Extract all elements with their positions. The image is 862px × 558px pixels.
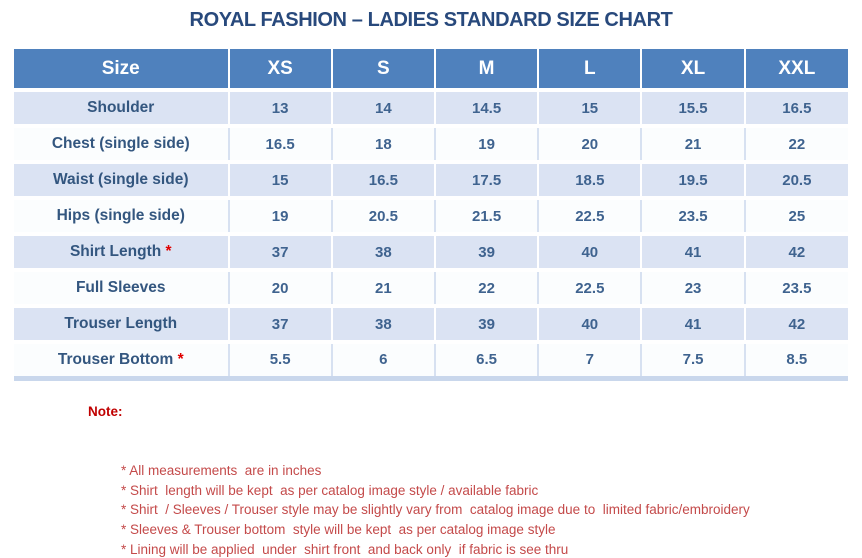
size-value-cell: 21 — [330, 268, 435, 306]
note-line: * Sleeves & Trouser bottom style will be… — [121, 522, 556, 538]
size-value-cell: 15 — [537, 88, 642, 126]
size-value-cell: 7.5 — [640, 340, 745, 381]
size-value-cell: 5.5 — [227, 340, 332, 381]
size-value-cell: 8.5 — [743, 340, 848, 381]
row-label: Hips (single side) — [14, 196, 229, 234]
size-value-cell: 15.5 — [640, 88, 745, 126]
table-row: Waist (single side) 15 16.5 17.5 18.5 19.5 20.… — [14, 160, 848, 198]
table-row: Hips (single side) 19 20.5 21.5 22.5 23.5 25 — [14, 196, 848, 234]
note-line: * Shirt length will be kept as per catal… — [121, 482, 539, 498]
column-header-xl: XL — [640, 49, 745, 90]
row-label: Shirt Length * — [14, 232, 229, 270]
size-value-cell: 14.5 — [433, 88, 539, 126]
note-items: * All measurements are in inches * Shirt … — [121, 461, 862, 558]
size-value-cell: 15 — [227, 160, 332, 198]
size-value-cell: 22.5 — [537, 268, 642, 306]
column-header-l: L — [537, 49, 642, 90]
size-value-cell: 42 — [743, 304, 848, 342]
column-header-s: S — [330, 49, 435, 90]
row-label: Chest (single side) — [14, 124, 229, 162]
column-header-xs: XS — [227, 49, 332, 90]
size-value-cell: 16.5 — [330, 160, 435, 198]
size-value-cell: 16.5 — [227, 124, 332, 162]
table-row: Shirt Length * 37 38 39 40 41 42 — [14, 232, 848, 270]
size-value-cell: 20.5 — [743, 160, 848, 198]
row-label: Shoulder — [14, 88, 229, 126]
size-value-cell: 22.5 — [537, 196, 642, 234]
size-value-cell: 6.5 — [433, 340, 539, 381]
size-value-cell: 22 — [433, 268, 539, 306]
table-row: Shoulder 13 14 14.5 15 15.5 16.5 — [14, 88, 848, 126]
size-value-cell: 39 — [433, 232, 539, 270]
size-value-cell: 19 — [227, 196, 332, 234]
size-value-cell: 21.5 — [433, 196, 539, 234]
size-value-cell: 13 — [227, 88, 332, 126]
row-label: Full Sleeves — [14, 268, 229, 306]
size-value-cell: 20 — [537, 124, 642, 162]
size-value-cell: 37 — [227, 232, 332, 270]
row-label: Waist (single side) — [14, 160, 229, 198]
notes-section: Note: * All measurements are in inches * … — [88, 402, 862, 558]
note-line: * Lining will be applied under shirt fro… — [121, 542, 569, 558]
table-row: Trouser Length 37 38 39 40 41 42 — [14, 304, 848, 342]
table-row: Chest (single side) 16.5 18 19 20 21 22 — [14, 124, 848, 162]
size-value-cell: 41 — [640, 304, 745, 342]
size-chart-table: Size XS S M L XL XXL Shoulder 13 14 14.5 15 15.5 16.… — [14, 49, 848, 381]
column-header-xxl: XXL — [743, 49, 848, 90]
size-value-cell: 23.5 — [743, 268, 848, 306]
size-value-cell: 6 — [330, 340, 435, 381]
size-value-cell: 16.5 — [743, 88, 848, 126]
size-value-cell: 42 — [743, 232, 848, 270]
size-value-cell: 14 — [330, 88, 435, 126]
required-asterisk: * — [161, 243, 172, 260]
size-value-cell: 19.5 — [640, 160, 745, 198]
table-header-row: Size XS S M L XL XXL — [14, 49, 848, 90]
note-line: * All measurements are in inches — [121, 462, 322, 478]
size-value-cell: 17.5 — [433, 160, 539, 198]
size-value-cell: 7 — [537, 340, 642, 381]
page-title: ROYAL FASHION – LADIES STANDARD SIZE CHA… — [189, 9, 673, 31]
note-line: * Shirt / Sleeves / Trouser style may be… — [121, 502, 750, 518]
size-value-cell: 23.5 — [640, 196, 745, 234]
table-row: Full Sleeves 20 21 22 22.5 23 23.5 — [14, 268, 848, 306]
size-value-cell: 41 — [640, 232, 745, 270]
size-value-cell: 40 — [537, 304, 642, 342]
size-value-cell: 20 — [227, 268, 332, 306]
size-value-cell: 18.5 — [537, 160, 642, 198]
corner-header-size: Size — [14, 49, 229, 90]
size-value-cell: 39 — [433, 304, 539, 342]
size-value-cell: 40 — [537, 232, 642, 270]
size-value-cell: 25 — [743, 196, 848, 234]
size-value-cell: 23 — [640, 268, 745, 306]
size-value-cell: 38 — [330, 304, 435, 342]
note-label: Note: — [88, 403, 123, 419]
size-value-cell: 18 — [330, 124, 435, 162]
column-header-m: M — [433, 49, 539, 90]
size-value-cell: 19 — [433, 124, 539, 162]
size-value-cell: 22 — [743, 124, 848, 162]
size-value-cell: 37 — [227, 304, 332, 342]
row-label: Trouser Bottom * — [14, 340, 229, 381]
size-value-cell: 38 — [330, 232, 435, 270]
table-row: Trouser Bottom * 5.5 6 6.5 7 7.5 8.5 — [14, 340, 848, 381]
size-value-cell: 20.5 — [330, 196, 435, 234]
size-value-cell: 21 — [640, 124, 745, 162]
row-label: Trouser Length — [14, 304, 229, 342]
required-asterisk: * — [173, 350, 184, 368]
